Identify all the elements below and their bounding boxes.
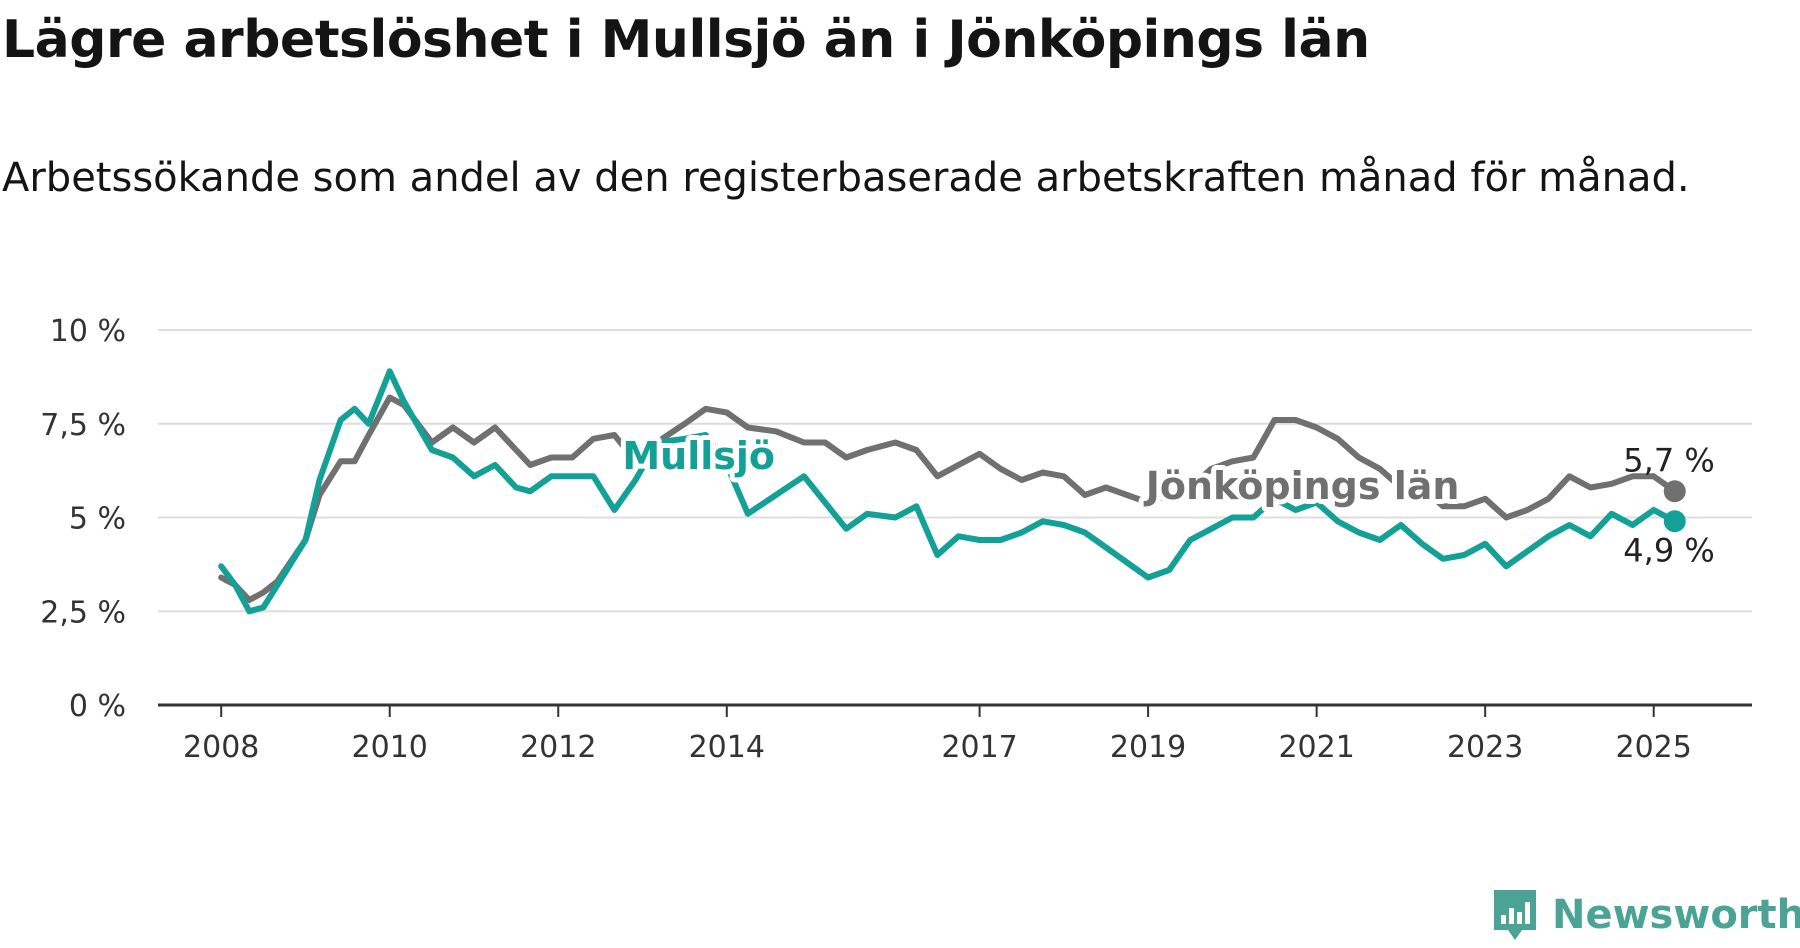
gridlines (158, 329, 1752, 613)
series-end-point-j-nk-pings-l-n (1663, 480, 1686, 503)
series-end-point-mullsj- (1663, 510, 1686, 533)
x-axis: 2008 2010 2012 2014 2017 2019 2021 2023 2025 (158, 703, 1752, 765)
newsworthy-brand[interactable]: Newsworthy (1490, 886, 1800, 944)
y-tick-label: 7,5 % (40, 408, 126, 443)
brand-name: Newsworthy (1552, 892, 1800, 938)
series-label-mullsj-: Mullsjö (622, 434, 775, 478)
x-tick-label: 2021 (1278, 730, 1354, 765)
newsworthy-logo-icon (1494, 890, 1536, 940)
y-axis-ticks: 0 % 2,5 % 5 % 7,5 % 10 % (40, 314, 126, 724)
series-lines (218, 368, 1686, 615)
x-tick-label: 2019 (1110, 730, 1186, 765)
chart-subtitle: Arbetssökande som andel av den registerb… (2, 155, 1690, 201)
chart-title: Lägre arbetslöshet i Mullsjö än i Jönköp… (2, 10, 1370, 70)
x-tick-label: 2008 (183, 730, 259, 765)
series-labels: Jönköpings län Mullsjö 5,7 % 4,9 % (617, 429, 1714, 570)
x-tick-label: 2014 (689, 730, 765, 765)
x-tick-label: 2017 (941, 730, 1017, 765)
y-tick-label: 5 % (69, 502, 126, 537)
series-line-mullsj- (218, 368, 1678, 615)
y-tick-label: 2,5 % (40, 595, 126, 630)
y-tick-label: 10 % (50, 314, 126, 349)
x-tick-label: 2023 (1447, 730, 1523, 765)
end-value-label-j-nk-pings-l-n: 5,7 % (1623, 441, 1714, 479)
x-tick-label: 2025 (1616, 730, 1692, 765)
x-tick-label: 2012 (520, 730, 596, 765)
y-tick-label: 0 % (69, 689, 126, 724)
series-label-j-nk-pings-l-n: Jönköpings län (1143, 464, 1460, 508)
end-value-label-mullsj-: 4,9 % (1623, 531, 1714, 569)
x-tick-label: 2010 (352, 730, 428, 765)
